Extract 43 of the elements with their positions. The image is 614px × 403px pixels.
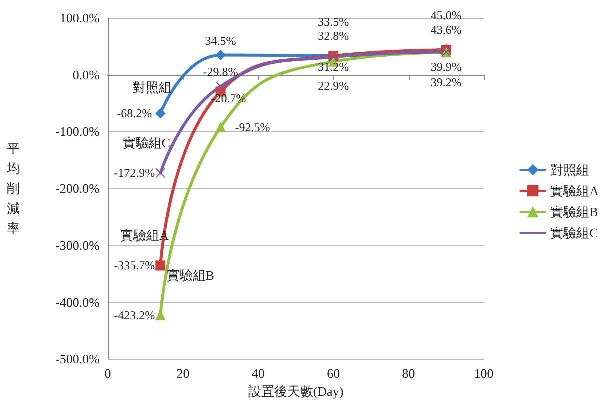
annotation: 對照組: [133, 80, 172, 96]
annotation: 實驗組C: [122, 136, 170, 151]
data-label: 45.0%: [430, 8, 462, 22]
data-label: 43.6%: [430, 23, 462, 38]
y-tick-label: -400.0%: [56, 294, 100, 310]
x-tick-label: 60: [327, 366, 340, 382]
legend-label: 對照組: [550, 162, 590, 178]
data-label: 32.8%: [318, 29, 350, 44]
data-label: 34.5%: [205, 34, 236, 48]
legend-label: 實驗組A: [550, 184, 600, 198]
x-tick-label: 20: [176, 366, 190, 382]
point: [216, 50, 226, 60]
y-tick-label: -500.0%: [56, 352, 100, 367]
data-label: 39.9%: [430, 60, 462, 74]
y-tick-label: -100.0%: [56, 124, 100, 140]
y-axis-title: 平均削減率: [6, 141, 20, 236]
data-label: -423.2%: [114, 308, 156, 322]
data-label: -29.8%: [203, 64, 238, 79]
x-tick-label: 100: [474, 366, 494, 382]
annotation: 實驗組B: [166, 268, 215, 283]
y-tick-label: -200.0%: [56, 181, 100, 196]
y-tick-label: -300.0%: [56, 238, 100, 253]
point: [156, 108, 166, 119]
y-tick-label: 0.0%: [72, 67, 100, 82]
y-tick-label: 100.0%: [60, 10, 100, 26]
point: [156, 260, 166, 271]
data-label: 22.9%: [318, 78, 350, 93]
data-label: 31.2%: [318, 60, 350, 74]
data-label: -92.5%: [235, 120, 270, 134]
x-tick-label: 0: [104, 366, 112, 382]
legend-label: 實驗組C: [550, 226, 598, 240]
point: [216, 82, 226, 92]
data-label: -172.9%: [114, 166, 156, 180]
data-label: 33.5%: [318, 14, 350, 29]
point: [216, 122, 226, 132]
point: [156, 168, 166, 178]
data-label: 39.2%: [430, 76, 462, 90]
legend-label: 實驗組B: [550, 204, 599, 220]
x-tick-label: 80: [402, 366, 416, 382]
x-tick-label: 40: [252, 366, 265, 382]
x-axis-title: 設置後天數(Day): [248, 384, 344, 399]
data-label: -335.7%: [114, 258, 156, 273]
data-label: -68.2%: [117, 106, 152, 121]
